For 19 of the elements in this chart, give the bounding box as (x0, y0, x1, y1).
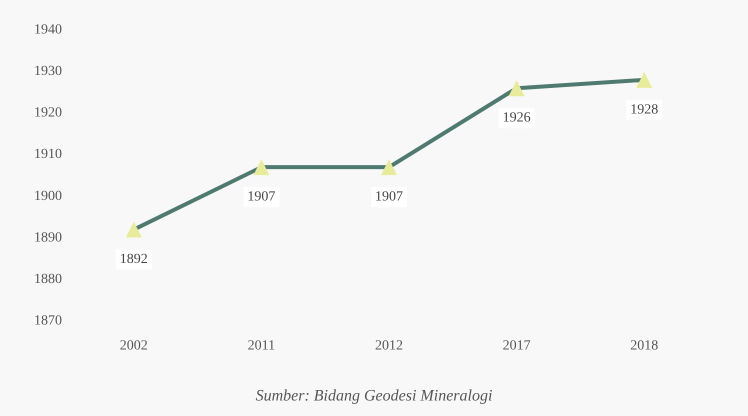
data-label: 1926 (502, 110, 531, 126)
data-label: 1928 (630, 102, 658, 118)
y-tick-label: 1900 (34, 188, 62, 204)
x-tick-label: 2011 (248, 338, 276, 354)
data-label: 1907 (375, 190, 403, 205)
data-label: 1892 (120, 252, 148, 268)
x-tick-label: 2002 (120, 338, 148, 354)
y-tick-label: 1880 (34, 272, 62, 287)
x-tick-label: 2017 (502, 338, 531, 354)
text: Sumber: Bidang Geodesi Mineralogi (256, 388, 492, 404)
y-tick-label: 1890 (34, 230, 62, 246)
y-tick-label: 1910 (34, 147, 62, 162)
y-tick-label: 1930 (34, 64, 62, 80)
data-label: 1907 (247, 190, 276, 205)
y-tick-label: 1870 (34, 314, 62, 328)
y-tick-label: 1920 (34, 106, 62, 121)
y-tick-label: 1940 (34, 22, 62, 38)
x-tick-label: 2018 (630, 338, 658, 354)
x-tick-label: 2012 (375, 338, 403, 354)
